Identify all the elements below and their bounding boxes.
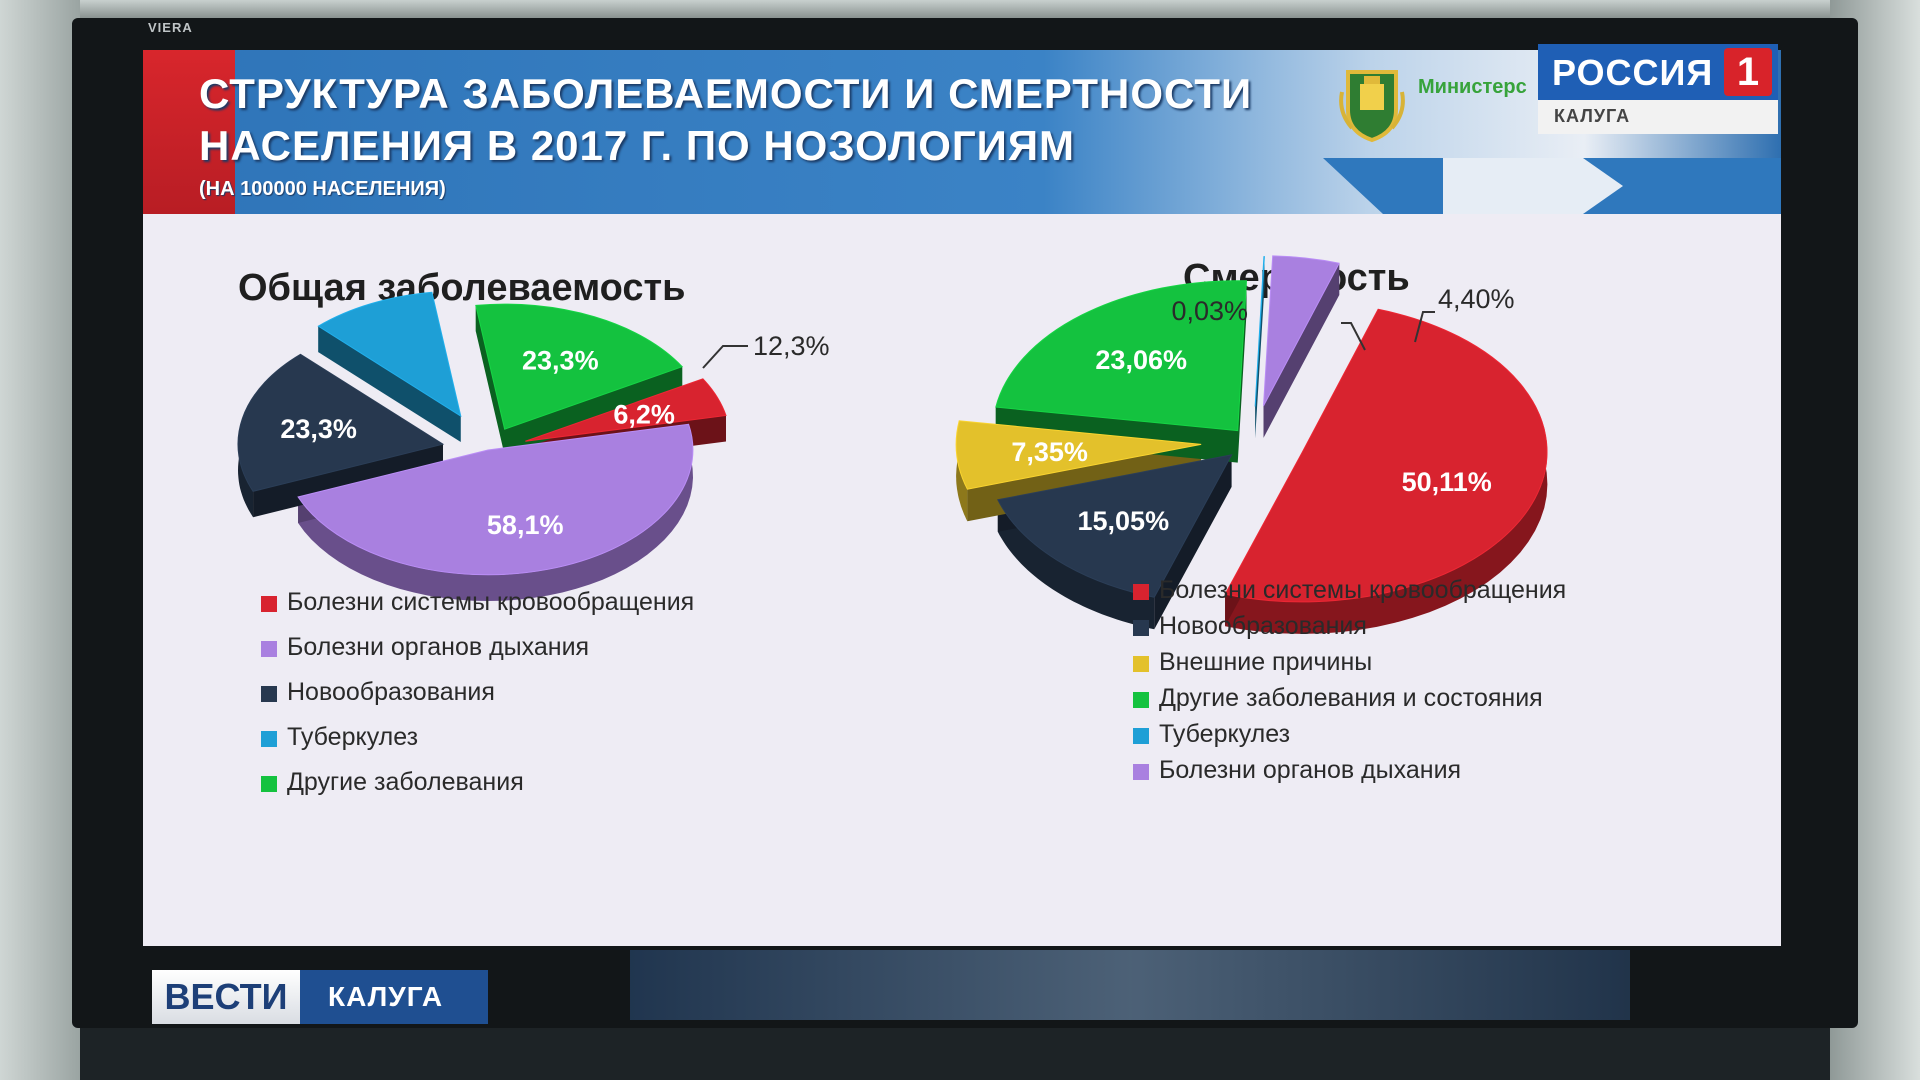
pie-1-slice-2 bbox=[955, 420, 1202, 490]
slide-title-line-1: СТРУКТУРА ЗАБОЛЕВАЕМОСТИ И СМЕРТНОСТИ bbox=[199, 70, 1253, 117]
legend-1-swatch-2 bbox=[1133, 656, 1149, 672]
legend-1-label-2: Внешние причины bbox=[1159, 648, 1372, 676]
legend-1-swatch-0 bbox=[1133, 584, 1149, 600]
tv-brand-label: VIERA bbox=[148, 20, 193, 35]
slide-subtitle: (НА 100000 НАСЕЛЕНИЯ) bbox=[199, 178, 446, 200]
legend-0-label-2: Новообразования bbox=[287, 678, 495, 706]
slide-title-line-2: НАСЕЛЕНИЯ В 2017 Г. ПО НОЗОЛОГИЯМ bbox=[199, 122, 1076, 169]
pie-1-slice-side-1 bbox=[997, 499, 1155, 630]
news-brand: ВЕСТИ bbox=[152, 970, 300, 1024]
pie-0-label-3: 12,3% bbox=[753, 331, 830, 361]
legend-1-label-4: Туберкулез bbox=[1159, 720, 1290, 748]
legend-1-label-1: Новообразования bbox=[1159, 612, 1367, 640]
pie-1-leader-line-4 bbox=[1341, 322, 1366, 351]
pie-1-label-2: 7,35% bbox=[1011, 437, 1088, 467]
legend-1-swatch-3 bbox=[1133, 692, 1149, 708]
pie-0-slice-3 bbox=[317, 291, 462, 418]
legend-0-swatch-0 bbox=[261, 596, 277, 612]
pie-1-label-3: 23,06% bbox=[1095, 345, 1187, 375]
channel-number: 1 bbox=[1724, 48, 1772, 96]
pie-0-slice-1 bbox=[297, 423, 694, 576]
pie-1-label-1: 15,05% bbox=[1078, 506, 1170, 536]
backdrop-banner bbox=[630, 950, 1630, 1020]
pie-0-slice-2 bbox=[237, 353, 445, 492]
legend-1-label-3: Другие заболевания и состояния bbox=[1159, 684, 1543, 712]
pie-0-slice-wall-3 bbox=[318, 292, 461, 443]
pie-0-slice-0 bbox=[525, 378, 727, 442]
pie-1-label-5: 4,40% bbox=[1438, 284, 1515, 314]
legend-0-swatch-2 bbox=[261, 686, 277, 702]
pie-1-slice-3 bbox=[995, 280, 1248, 432]
channel-logo: РОССИЯ 1 КАЛУГА bbox=[1538, 44, 1778, 140]
legend-0-swatch-4 bbox=[261, 776, 277, 792]
pie-chart-mortality: 50,11% 15,05% 7,35% 23,06% 0,03% 4,40% bbox=[955, 255, 1548, 634]
pie-1-slice-wall-3 bbox=[995, 280, 1247, 463]
pie-1-slice-4 bbox=[1254, 256, 1265, 407]
slide-screen: СТРУКТУРА ЗАБОЛЕВАЕМОСТИ И СМЕРТНОСТИ НА… bbox=[143, 50, 1781, 946]
legend-0-label-0: Болезни системы кровообращения bbox=[287, 588, 694, 616]
decorative-chevron bbox=[1323, 158, 1781, 214]
legend-1-swatch-4 bbox=[1133, 728, 1149, 744]
pie-0-label-2: 23,3% bbox=[280, 414, 357, 444]
legend-0-label-1: Болезни органов дыхания bbox=[287, 633, 589, 661]
channel-region: КАЛУГА bbox=[1554, 106, 1631, 126]
legend-1-label-0: Болезни системы кровообращения bbox=[1159, 576, 1566, 604]
legend-0-label-4: Другие заболевания bbox=[287, 768, 524, 796]
legend-1-swatch-1 bbox=[1133, 620, 1149, 636]
legend-0-swatch-3 bbox=[261, 731, 277, 747]
pie-0-label-1: 58,1% bbox=[487, 510, 564, 540]
legend-1-label-5: Болезни органов дыхания bbox=[1159, 756, 1461, 784]
pie-1-leader-line-5 bbox=[1414, 311, 1435, 343]
legend-1-swatch-5 bbox=[1133, 764, 1149, 780]
legend-0-swatch-1 bbox=[261, 641, 277, 657]
pie-1-slice-wall-5 bbox=[1263, 255, 1340, 438]
chart-title-morbidity: Общая заболеваемость bbox=[238, 267, 686, 309]
pie-1-slice-5 bbox=[1263, 255, 1340, 407]
pie-0-label-4: 23,3% bbox=[522, 346, 599, 376]
coat-of-arms-icon bbox=[1339, 70, 1405, 143]
room-background-left bbox=[0, 0, 80, 1080]
charts-canvas: Общая заболеваемость Смертность 6,2%58,1… bbox=[237, 255, 1566, 796]
news-plate: ВЕСТИ КАЛУГА bbox=[152, 970, 488, 1024]
pie-0-slice-4 bbox=[475, 303, 684, 430]
pie-chart-morbidity: 6,2% 58,1% 23,3% 12,3% 23,3% bbox=[237, 291, 830, 601]
pie-0-label-0: 6,2% bbox=[613, 400, 675, 430]
pie-1-label-0: 50,11% bbox=[1402, 467, 1492, 497]
legend-morbidity: Болезни системы кровообращения Болезни ор… bbox=[261, 588, 694, 796]
channel-region-bar: КАЛУГА bbox=[1538, 100, 1778, 134]
news-region: КАЛУГА bbox=[328, 981, 444, 1012]
channel-name: РОССИЯ bbox=[1552, 52, 1714, 93]
legend-0-label-3: Туберкулез bbox=[287, 723, 418, 751]
ministry-label: Министерс bbox=[1418, 76, 1527, 98]
pie-1-label-4: 0,03% bbox=[1171, 296, 1248, 326]
slide-red-stripe bbox=[143, 50, 235, 214]
channel-logo-bar: РОССИЯ 1 bbox=[1538, 44, 1778, 100]
pie-1-slice-side-0 bbox=[1225, 309, 1548, 634]
legend-mortality: Болезни системы кровообращения Новообразо… bbox=[1133, 576, 1566, 784]
pie-0-leader-line-3 bbox=[702, 345, 748, 369]
pie-1-slice-0 bbox=[1224, 308, 1548, 603]
